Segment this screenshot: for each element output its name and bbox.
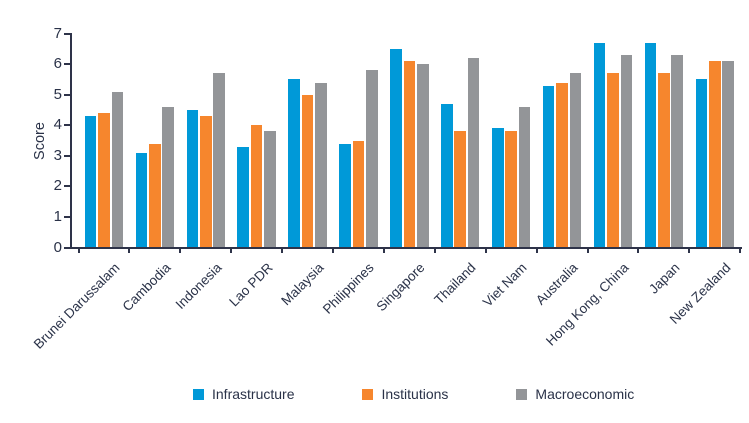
bar-institutions-3 <box>250 125 263 248</box>
x-tick-7 <box>433 249 436 253</box>
bar-institutions-12 <box>708 61 721 248</box>
legend-item-institutions: Institutions <box>362 386 448 402</box>
bar-institutions-6 <box>403 61 416 248</box>
y-tick-7 <box>64 32 71 35</box>
y-tick-label-7: 7 <box>53 24 62 42</box>
bar-institutions-4 <box>301 94 314 248</box>
x-tick-8 <box>484 249 487 253</box>
bar-macroeconomic-3 <box>264 131 276 248</box>
bar-institutions-5 <box>352 140 365 248</box>
legend-item-macroeconomic: Macroeconomic <box>516 386 634 402</box>
y-tick-2 <box>64 185 71 188</box>
y-tick-label-0: 0 <box>53 238 62 256</box>
bar-infrastructure-8 <box>491 128 504 248</box>
x-tick-9 <box>535 249 538 253</box>
bar-infrastructure-7 <box>441 103 453 248</box>
bar-macroeconomic-9 <box>569 73 582 248</box>
bar-infrastructure-6 <box>390 48 402 248</box>
bar-infrastructure-4 <box>288 79 300 248</box>
x-tick-13 <box>739 249 742 253</box>
legend-swatch-icon <box>362 388 374 400</box>
bar-macroeconomic-12 <box>722 61 734 248</box>
x-axis-line <box>70 247 742 249</box>
x-tick-2 <box>179 249 182 253</box>
legend-label: Infrastructure <box>212 386 295 402</box>
bar-institutions-1 <box>149 143 161 248</box>
x-tick-5 <box>332 249 334 253</box>
bar-macroeconomic-11 <box>671 55 684 248</box>
legend-label: Macroeconomic <box>535 386 635 402</box>
y-tick-label-3: 3 <box>53 146 62 164</box>
legend-item-infrastructure: Infrastructure <box>193 386 294 402</box>
legend-swatch-icon <box>193 388 204 400</box>
bar-infrastructure-10 <box>593 42 606 248</box>
bar-institutions-10 <box>607 73 619 248</box>
bar-institutions-8 <box>505 131 517 248</box>
y-tick-label-5: 5 <box>53 85 62 103</box>
y-tick-label-4: 4 <box>53 116 62 134</box>
y-tick-5 <box>64 93 71 96</box>
bar-infrastructure-3 <box>237 146 250 248</box>
y-axis-line <box>70 33 72 249</box>
bar-macroeconomic-8 <box>518 106 531 248</box>
x-tick-4 <box>281 249 284 253</box>
bar-infrastructure-1 <box>135 152 148 248</box>
bar-infrastructure-2 <box>186 110 199 248</box>
bar-infrastructure-0 <box>84 116 97 248</box>
x-tick-11 <box>637 249 640 253</box>
x-tick-6 <box>382 249 385 253</box>
bar-macroeconomic-0 <box>111 91 124 248</box>
chart-legend: Infrastructure Institutions Macroeconomic <box>193 386 634 402</box>
bar-institutions-0 <box>98 113 110 248</box>
y-tick-label-1: 1 <box>53 207 62 225</box>
bar-infrastructure-11 <box>644 42 657 248</box>
bar-institutions-2 <box>199 116 212 248</box>
legend-swatch-icon <box>516 388 528 400</box>
y-tick-4 <box>64 124 71 127</box>
y-tick-1 <box>64 215 71 218</box>
bar-macroeconomic-2 <box>213 73 225 248</box>
y-tick-label-6: 6 <box>53 55 62 73</box>
bar-infrastructure-12 <box>695 79 708 248</box>
bar-institutions-7 <box>454 131 467 248</box>
bar-institutions-9 <box>556 82 568 248</box>
bar-institutions-11 <box>658 73 670 248</box>
x-tick-10 <box>586 249 589 253</box>
bar-macroeconomic-5 <box>366 70 378 248</box>
y-tick-3 <box>64 154 71 157</box>
bar-macroeconomic-6 <box>416 64 429 248</box>
y-tick-6 <box>64 63 71 66</box>
legend-label: Institutions <box>381 386 449 402</box>
bar-macroeconomic-10 <box>620 55 633 248</box>
bar-infrastructure-9 <box>542 85 555 248</box>
bar-macroeconomic-4 <box>315 82 327 248</box>
bar-macroeconomic-7 <box>467 58 480 248</box>
x-tick-0 <box>77 249 80 253</box>
bar-macroeconomic-1 <box>162 106 175 248</box>
y-tick-0 <box>64 246 71 249</box>
x-tick-1 <box>128 249 131 253</box>
x-tick-12 <box>688 249 691 253</box>
x-tick-3 <box>230 249 233 253</box>
y-tick-label-2: 2 <box>53 177 62 195</box>
bar-infrastructure-5 <box>339 143 351 248</box>
